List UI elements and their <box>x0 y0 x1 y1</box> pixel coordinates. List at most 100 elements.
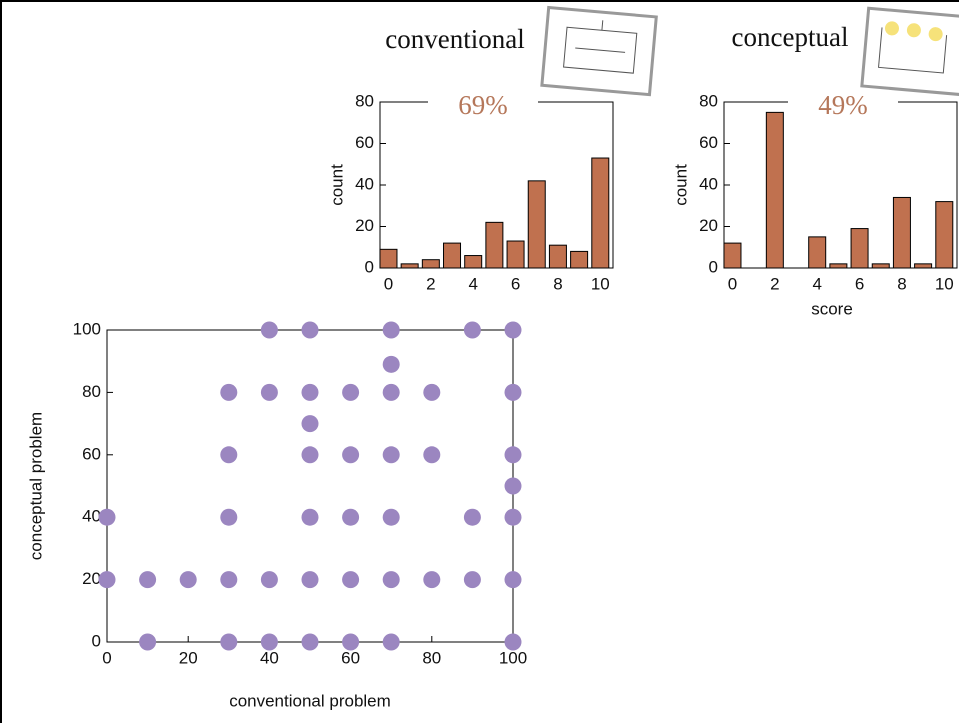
scatter-point <box>382 633 400 651</box>
bar <box>443 242 462 269</box>
bar <box>871 263 890 269</box>
scatter-point <box>504 571 522 589</box>
bulb <box>906 23 921 38</box>
circuit-lines <box>563 20 638 74</box>
scatter-point <box>220 508 238 526</box>
scatter-point <box>260 321 278 339</box>
scatter-point <box>342 633 360 651</box>
x-axis-label: score <box>811 299 853 318</box>
x-tick-label: 100 <box>499 648 527 667</box>
circuit-lines <box>878 27 948 74</box>
scatter-point <box>301 508 319 526</box>
x-tick-label: 4 <box>812 274 821 293</box>
scatter-point <box>220 446 238 464</box>
x-tick-label: 0 <box>728 274 737 293</box>
scatter-point <box>220 633 238 651</box>
annotation-background <box>428 92 538 114</box>
scatter-point <box>342 383 360 401</box>
y-tick-label: 20 <box>699 216 718 235</box>
scatter-point <box>342 446 360 464</box>
scatter-point <box>382 571 400 589</box>
y-tick-label: 0 <box>709 257 718 276</box>
x-tick-label: 4 <box>468 274 477 293</box>
bulb <box>928 27 943 42</box>
x-tick-label: 80 <box>422 648 441 667</box>
x-tick-label: 0 <box>102 648 111 667</box>
y-tick-label: 20 <box>82 569 101 588</box>
y-tick-label: 80 <box>82 382 101 401</box>
bar <box>850 228 869 269</box>
scatter-point <box>382 508 400 526</box>
x-tick-label: 40 <box>260 648 279 667</box>
chart-title: conceptual <box>732 22 849 52</box>
scatter-point <box>382 446 400 464</box>
x-tick-label: 2 <box>770 274 779 293</box>
scatter-point <box>504 321 522 339</box>
annotation-background <box>788 92 898 114</box>
scatter-point <box>301 415 319 433</box>
scatter-point <box>423 383 441 401</box>
x-tick-label: 6 <box>855 274 864 293</box>
bar <box>914 263 933 269</box>
x-tick-label: 6 <box>511 274 520 293</box>
scatter-point <box>463 508 481 526</box>
scatter-point <box>463 321 481 339</box>
bar <box>829 263 848 269</box>
y-tick-label: 60 <box>699 133 718 152</box>
x-tick-label: 8 <box>897 274 906 293</box>
bar <box>527 180 546 269</box>
plot-frame <box>723 101 958 269</box>
bar <box>464 255 483 269</box>
scatter-point <box>139 633 157 651</box>
image-frame <box>860 6 959 97</box>
x-tick-label: 60 <box>341 648 360 667</box>
scatter-point <box>342 571 360 589</box>
x-tick-label: 2 <box>426 274 435 293</box>
scatter-point <box>342 508 360 526</box>
bar <box>591 157 610 269</box>
plot-frame <box>106 329 514 643</box>
scatter-point <box>179 571 197 589</box>
y-tick-label: 80 <box>699 91 718 110</box>
x-axis-label: conventional problem <box>229 691 391 710</box>
y-tick-label: 20 <box>355 216 374 235</box>
annotation: 49% <box>818 90 868 120</box>
bar <box>808 236 827 269</box>
y-tick-label: 40 <box>699 174 718 193</box>
y-tick-label: 60 <box>355 133 374 152</box>
scatter-point <box>260 633 278 651</box>
scatter-point <box>260 571 278 589</box>
chart-title: conventional <box>385 24 524 54</box>
scatter-point <box>463 571 481 589</box>
y-tick-label: 80 <box>355 91 374 110</box>
scatter-point <box>301 321 319 339</box>
bar <box>421 259 440 269</box>
image-frame <box>540 5 658 97</box>
x-tick-label: 10 <box>591 274 610 293</box>
scatter-point <box>382 383 400 401</box>
bar <box>892 196 911 269</box>
annotation: 69% <box>458 90 508 120</box>
scatter-point <box>301 446 319 464</box>
scatter-point <box>504 477 522 495</box>
scatter-point <box>301 571 319 589</box>
bar <box>548 244 567 269</box>
scatter-point <box>504 446 522 464</box>
scatter-point <box>382 321 400 339</box>
scatter-point <box>382 355 400 373</box>
bar <box>379 248 398 269</box>
y-tick-label: 0 <box>365 257 374 276</box>
y-axis-label: conceptual problem <box>26 412 45 560</box>
scatter-point <box>423 571 441 589</box>
scatter-point <box>301 633 319 651</box>
scatter-point <box>301 383 319 401</box>
bar <box>400 263 419 269</box>
circuit-image-conventional <box>540 5 658 97</box>
circuit-image-conceptual <box>860 6 959 97</box>
y-tick-label: 40 <box>82 507 101 526</box>
y-axis-label: count <box>327 164 346 206</box>
y-tick-label: 100 <box>73 319 101 338</box>
bar <box>723 242 742 269</box>
x-tick-label: 20 <box>179 648 198 667</box>
